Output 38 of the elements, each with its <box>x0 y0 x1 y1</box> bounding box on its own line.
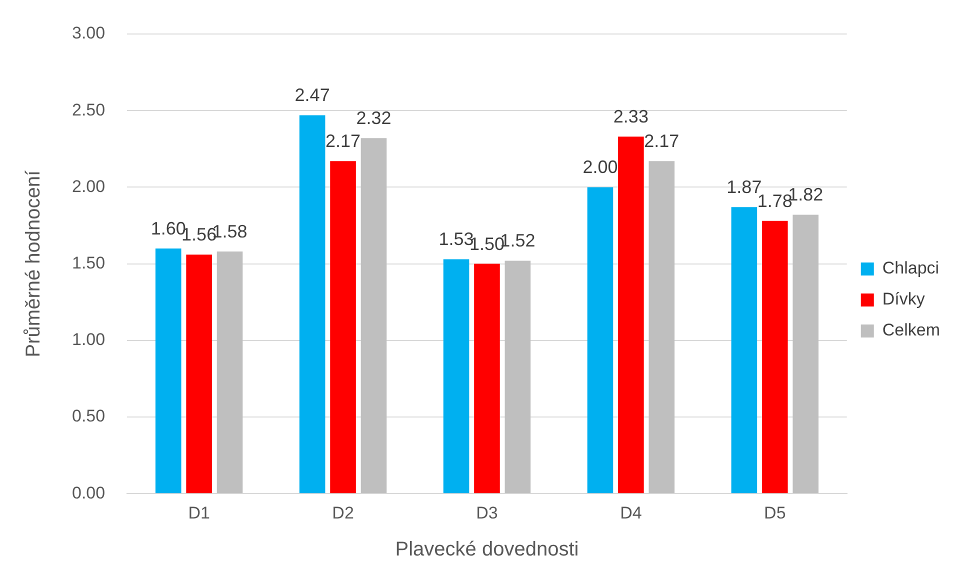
bar <box>216 252 243 494</box>
bar <box>762 220 788 494</box>
x-tick-label: D5 <box>764 503 786 522</box>
y-axis-title: Průměrné hodnocení <box>22 170 45 358</box>
bar <box>443 259 470 494</box>
legend-label: Dívky <box>882 290 926 309</box>
x-tick-label: D3 <box>476 503 498 522</box>
data-label: 2.32 <box>356 108 392 128</box>
data-label: 2.33 <box>613 106 648 127</box>
y-tick-label: 1.50 <box>72 253 106 272</box>
bar <box>330 161 356 494</box>
y-tick-label: 3.00 <box>72 24 106 43</box>
y-tick-label: 0.00 <box>72 483 106 502</box>
data-label: 2.17 <box>644 131 680 152</box>
bar <box>155 248 182 494</box>
bar <box>299 115 326 494</box>
y-tick-label: 2.50 <box>72 100 106 120</box>
bar <box>731 207 758 494</box>
data-label: 2.17 <box>326 131 361 152</box>
legend-label: Celkem <box>882 320 940 340</box>
y-tick-label: 1.00 <box>72 330 106 350</box>
bar <box>587 187 614 494</box>
bar <box>504 260 531 494</box>
bar <box>792 214 819 494</box>
x-tick-label: D1 <box>188 503 210 522</box>
bar <box>618 136 644 494</box>
data-label: 2.00 <box>582 157 618 178</box>
bar <box>474 264 500 494</box>
bar <box>360 138 387 494</box>
bar <box>186 254 212 494</box>
data-label: 2.47 <box>294 85 330 106</box>
x-tick-label: D4 <box>620 503 642 522</box>
x-tick-label: D2 <box>332 503 354 522</box>
y-tick-label: 2.00 <box>72 176 106 196</box>
y-tick-label: 0.50 <box>72 406 106 426</box>
bar <box>648 161 675 494</box>
x-axis-title: Plavecké dovednosti <box>395 538 579 561</box>
legend-label: Chlapci <box>882 258 940 278</box>
